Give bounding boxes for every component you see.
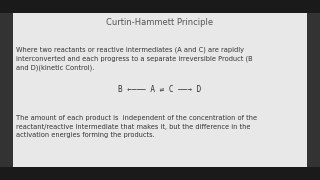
Text: The amount of each product is  independent of the concentration of the
reactant/: The amount of each product is independen… bbox=[16, 115, 257, 138]
Bar bbox=[0, 0, 320, 13]
Text: Where two reactants or reactive intermediates (A and C) are rapidly
interconvert: Where two reactants or reactive intermed… bbox=[16, 47, 252, 71]
Text: B ←——— A ⇌ C ——→ D: B ←——— A ⇌ C ——→ D bbox=[118, 86, 202, 94]
Bar bbox=[0, 167, 320, 180]
Bar bbox=[13, 13, 307, 167]
Text: Curtin-Hammett Principle: Curtin-Hammett Principle bbox=[107, 18, 213, 27]
